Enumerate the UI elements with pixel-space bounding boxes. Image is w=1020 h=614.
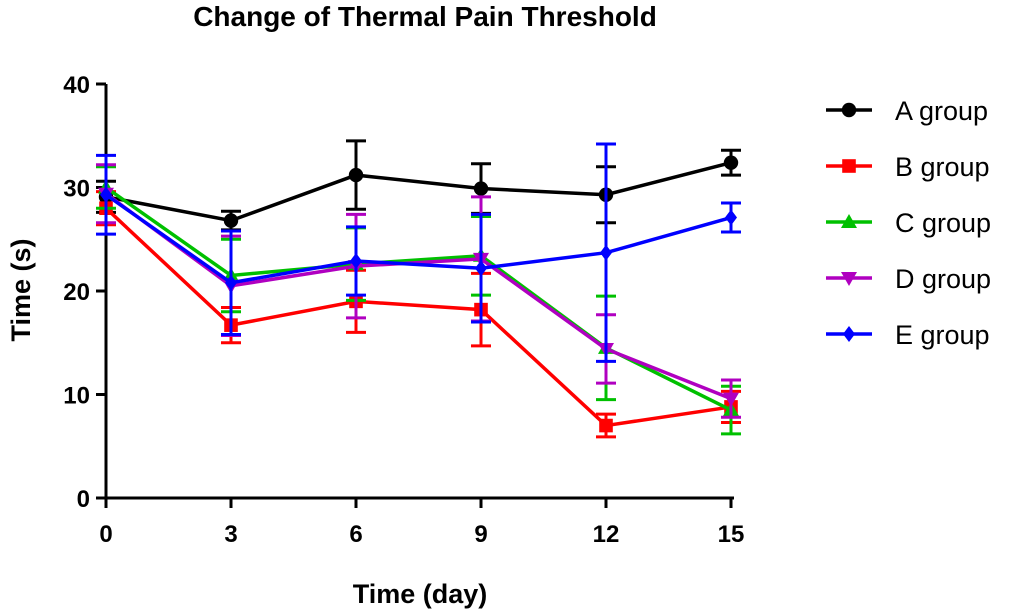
data-point bbox=[348, 167, 364, 183]
legend-item: B group bbox=[826, 152, 990, 182]
x-axis-ticks: 0 3 6 9 12 15 bbox=[99, 498, 744, 548]
data-point bbox=[350, 252, 362, 269]
series-a-group bbox=[96, 139, 741, 232]
y-axis-ticks: 0 10 20 30 40 bbox=[63, 72, 106, 513]
legend-label: E group bbox=[895, 320, 990, 350]
series-c-group bbox=[96, 165, 741, 436]
legend-marker bbox=[842, 159, 856, 173]
legend-label: B group bbox=[895, 152, 990, 182]
legend-label: D group bbox=[895, 264, 991, 294]
legend-item: C group bbox=[826, 208, 991, 238]
chart-title: Change of Thermal Pain Threshold bbox=[193, 1, 657, 32]
x-tick-label: 0 bbox=[99, 521, 112, 548]
legend-item: D group bbox=[826, 264, 991, 294]
legend-marker bbox=[843, 326, 855, 342]
data-point bbox=[475, 260, 487, 277]
y-tick-label: 0 bbox=[77, 486, 90, 513]
legend-marker bbox=[841, 102, 857, 118]
legend: A group B group C group D group E group bbox=[826, 96, 991, 350]
y-tick-label: 20 bbox=[63, 279, 90, 306]
series-line bbox=[105, 160, 732, 223]
legend-item: E group bbox=[826, 320, 990, 350]
series-b-group bbox=[96, 190, 741, 439]
data-point bbox=[225, 274, 237, 291]
y-tick-label: 30 bbox=[63, 176, 90, 203]
legend-label: A group bbox=[895, 96, 988, 126]
data-point bbox=[723, 392, 739, 407]
data-point bbox=[723, 155, 739, 170]
data-point bbox=[100, 186, 112, 203]
data-point bbox=[599, 418, 613, 433]
series-line bbox=[104, 186, 732, 412]
data-point bbox=[473, 181, 489, 196]
x-axis-label: Time (day) bbox=[353, 579, 488, 609]
x-tick-label: 15 bbox=[718, 521, 745, 548]
legend-item: A group bbox=[826, 96, 988, 126]
x-tick-label: 12 bbox=[593, 521, 620, 548]
x-tick-label: 9 bbox=[474, 521, 487, 548]
x-tick-label: 6 bbox=[349, 521, 362, 548]
legend-marker bbox=[841, 272, 857, 286]
y-tick-label: 10 bbox=[63, 383, 90, 410]
legend-label: C group bbox=[895, 208, 991, 238]
series-e-group bbox=[96, 142, 741, 363]
x-tick-label: 3 bbox=[224, 521, 237, 548]
series-line bbox=[104, 193, 732, 285]
y-axis-label: Time (s) bbox=[6, 238, 36, 341]
series-layer bbox=[96, 139, 741, 439]
data-point bbox=[223, 213, 239, 228]
legend-marker bbox=[841, 214, 857, 228]
data-point bbox=[725, 209, 737, 226]
data-point bbox=[600, 244, 612, 261]
y-tick-label: 40 bbox=[63, 72, 90, 99]
series-line bbox=[104, 206, 732, 428]
series-line bbox=[104, 192, 732, 401]
